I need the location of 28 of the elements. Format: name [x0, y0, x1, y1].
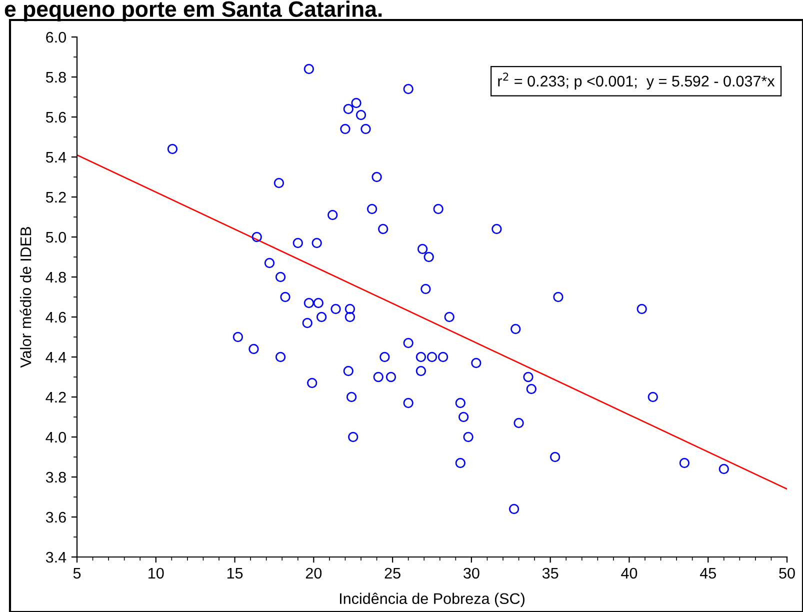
y-tick-label: 4.6	[46, 312, 66, 323]
y-axis-title: Valor médio de IDEB	[20, 227, 32, 368]
y-tick-label: 6.0	[46, 32, 66, 43]
y-tick-label: 4.2	[46, 392, 66, 403]
x-tick-label: 40	[621, 568, 638, 579]
x-tick-label: 45	[700, 568, 716, 579]
x-tick-label: 35	[542, 568, 558, 579]
chart-title: e pequeno porte em Santa Catarina.	[4, 0, 382, 22]
x-tick-label: 10	[148, 568, 164, 579]
x-tick-label: 15	[227, 568, 243, 579]
x-tick-label: 20	[306, 568, 322, 579]
y-tick-label: 5.4	[46, 152, 66, 163]
annotation: r$^{2}$ = 0.233; p <0.001; y = 5.592 - 0.037*x	[498, 72, 775, 90]
x-tick-label: 25	[384, 568, 400, 579]
x-tick-label: 5	[73, 568, 81, 579]
x-axis-title: Incidência de Pobreza (SC)	[340, 592, 524, 608]
y-tick-label: 5.0	[46, 232, 66, 243]
x-tick-label: 30	[464, 568, 480, 579]
y-tick-label: 5.6	[46, 112, 66, 123]
y-tick-label: 5.8	[46, 72, 66, 83]
y-tick-label: 4.0	[46, 432, 66, 443]
y-tick-label: 3.6	[46, 512, 66, 523]
y-tick-label: 3.4	[46, 552, 66, 563]
y-tick-label: 4.8	[46, 272, 66, 283]
x-tick-label: 50	[779, 568, 795, 579]
y-tick-label: 4.4	[46, 352, 66, 363]
y-tick-label: 5.2	[46, 192, 66, 203]
y-tick-label: 3.8	[46, 472, 66, 483]
